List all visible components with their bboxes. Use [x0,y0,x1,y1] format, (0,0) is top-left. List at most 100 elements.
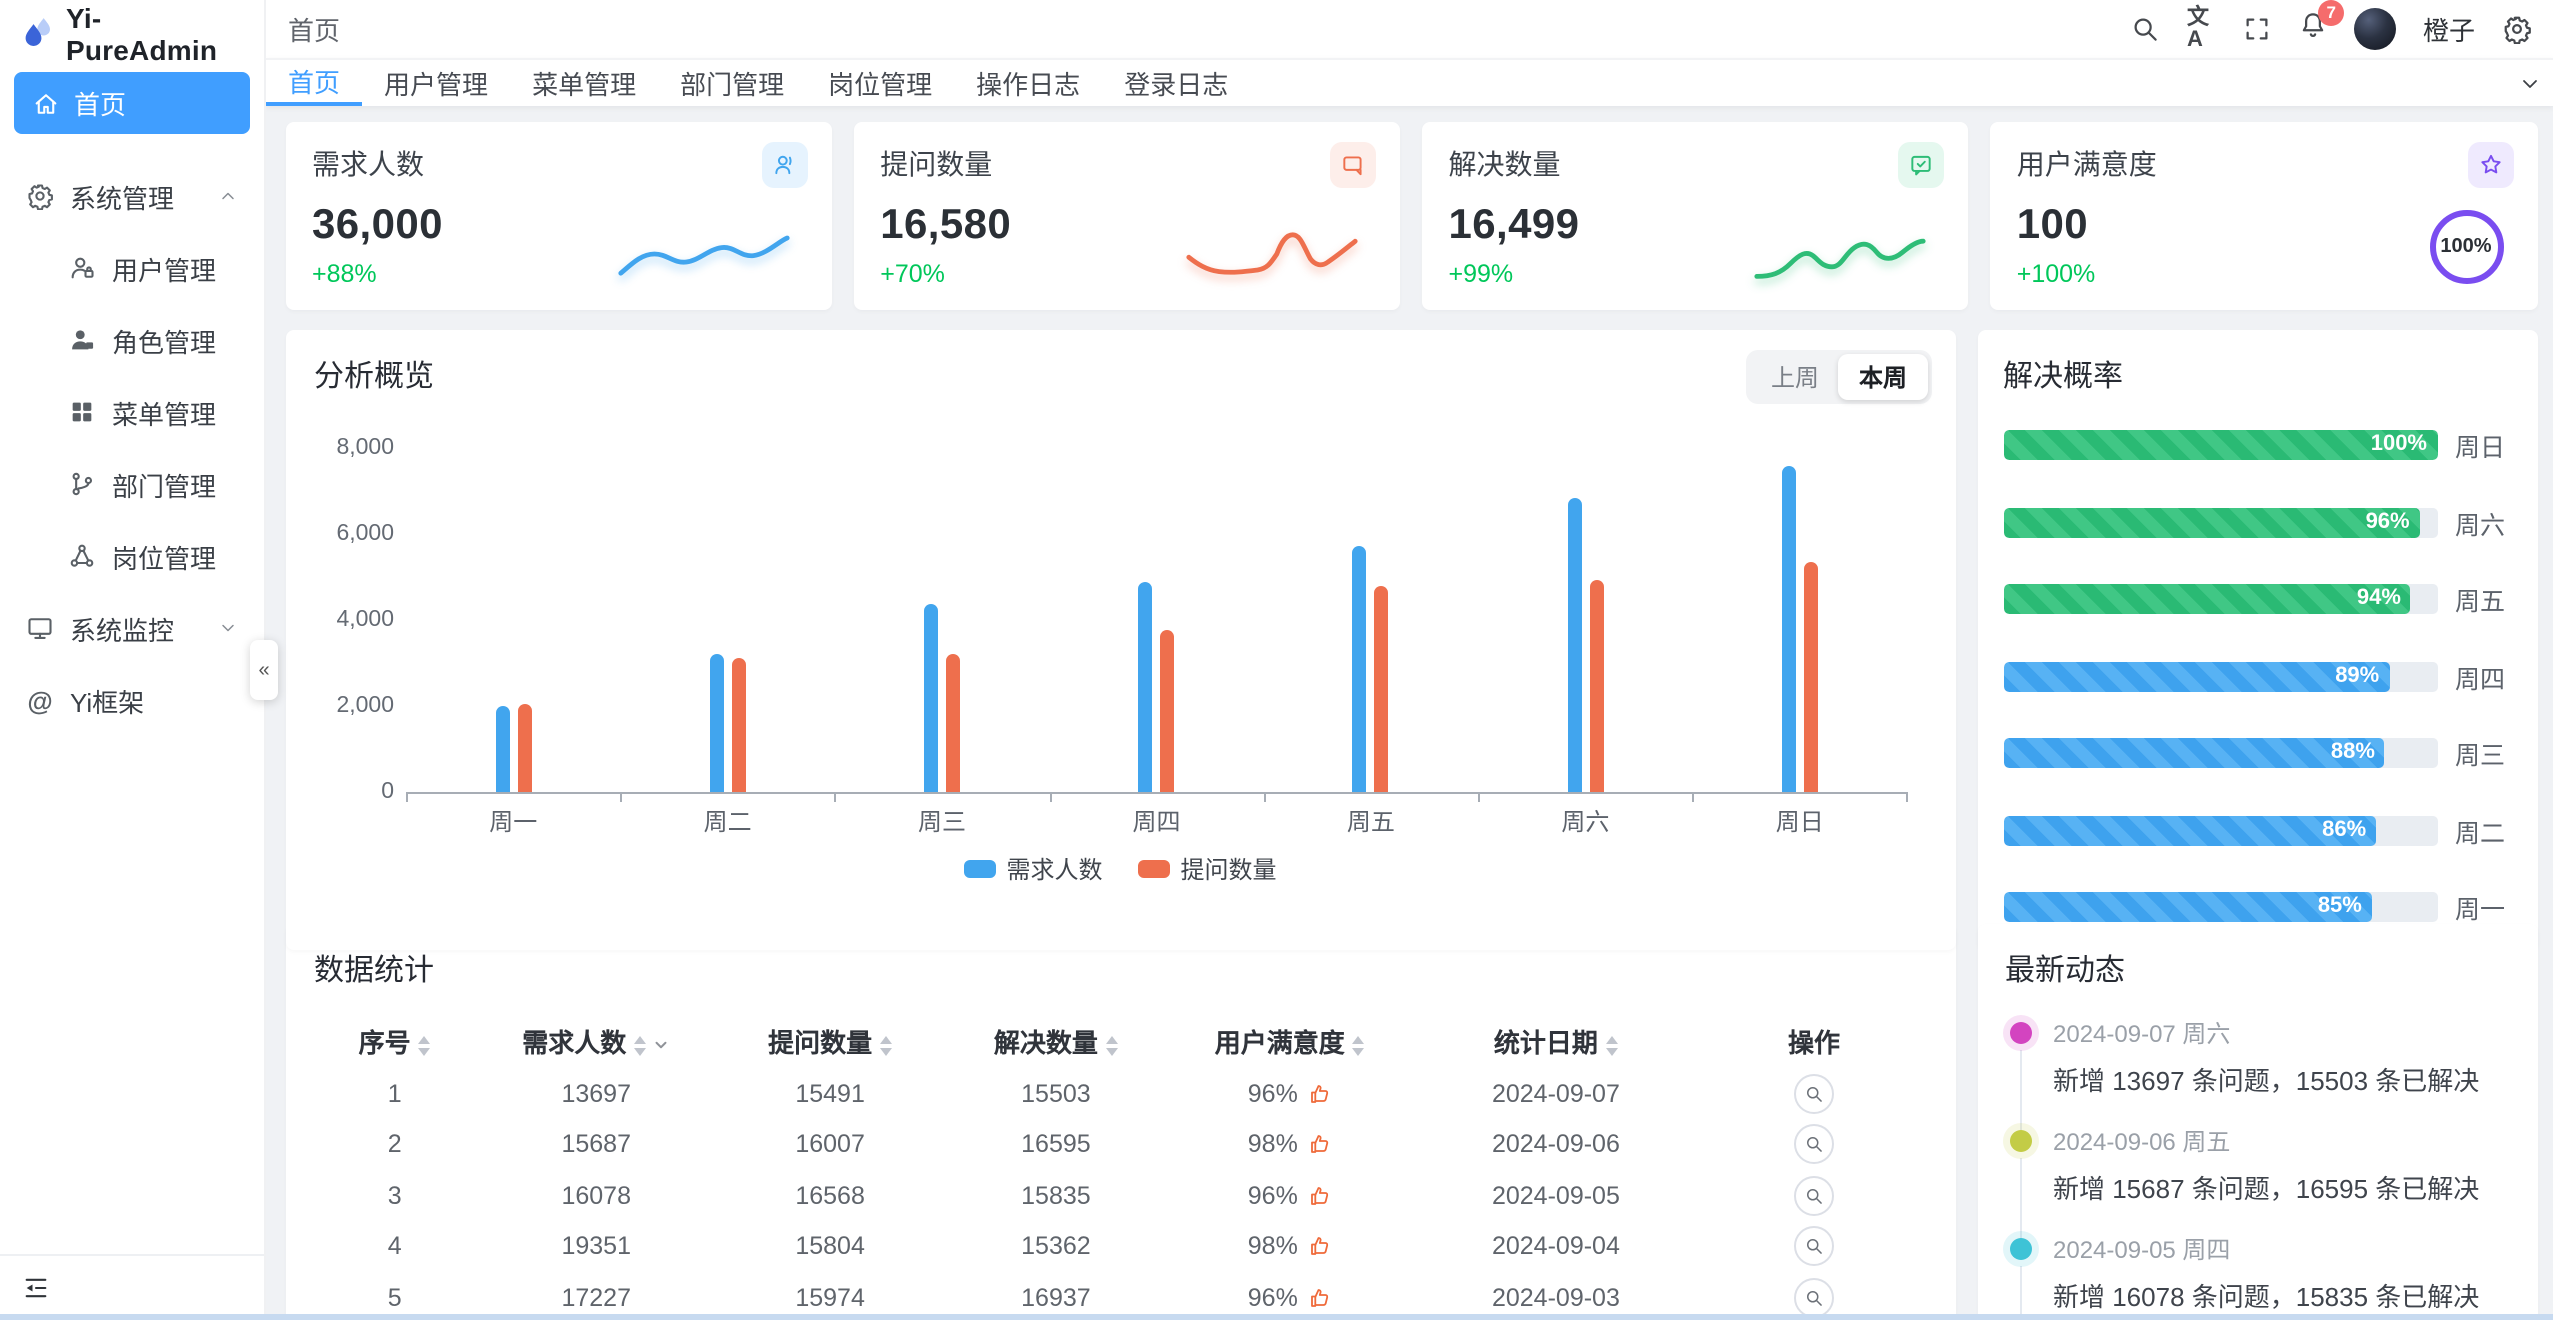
collapse-sidebar-icon[interactable] [22,1274,50,1302]
column-header-label: 用户满意度 [1214,1028,1345,1058]
table-row: 3 16078 16568 15835 96% 2024-09-05 [314,1170,1927,1221]
progress-track: 94% [2003,584,2437,614]
app-logo[interactable]: Yi-PureAdmin [0,1,264,65]
solve-rate-row: 88% 周三 [2003,734,2511,772]
column-header-需求人数[interactable]: 需求人数 [475,1014,717,1068]
tab-用户管理[interactable]: 用户管理 [384,70,489,100]
legend-item-需求人数[interactable]: 需求人数 [964,852,1103,886]
fullscreen-icon[interactable] [2243,14,2273,44]
notifications[interactable]: 7 [2299,0,2345,49]
satisfaction-ring: 100% [2429,210,2503,284]
legend-item-提问数量[interactable]: 提问数量 [1138,852,1277,886]
data-table: 序号 需求人数 提问数量 解决数量 用户满意度 统计日期 操作 1 13697 15491 155… [314,1014,1927,1320]
page-content: 需求人数 36,000 +88% 提问数量 16,580 +70% 解决数量 [266,106,2553,1320]
tab-操作日志[interactable]: 操作日志 [976,70,1081,100]
bar-chart-x-labels: 周一 周二 周三 周四 周五 周六 周日 [406,804,1907,836]
progress-fill: 86% [2003,815,2377,845]
sidebar-item-岗位管理[interactable]: 岗位管理 [14,520,250,592]
sidebar-collapse-handle[interactable]: « [250,640,278,700]
tabs-more-icon[interactable] [2517,71,2541,95]
sidebar-menu: 首页 系统管理 用户管理 角色管理 菜单管理 部门管理 岗位管理 系统监控 @ Yi框架 [0,60,264,1254]
column-header-解决数量[interactable]: 解决数量 [943,1014,1169,1068]
magnifier-icon [1804,1186,1824,1206]
view-detail-button[interactable] [1794,1073,1835,1114]
table-cell: 4 [387,1232,402,1261]
username[interactable]: 橙子 [2422,16,2475,46]
breadcrumb[interactable]: 首页 [288,16,341,46]
column-header-序号[interactable]: 序号 [314,1014,475,1068]
column-header-提问数量[interactable]: 提问数量 [717,1014,943,1068]
sidebar-item-部门管理[interactable]: 部门管理 [14,448,250,520]
bar-提问数量 [517,703,532,792]
view-detail-button[interactable] [1794,1124,1835,1165]
timeline-dot [2009,1238,2031,1260]
this-week-button[interactable]: 本周 [1838,354,1927,400]
settings-gear-icon[interactable] [2501,14,2531,44]
stat-cards-row: 需求人数 36,000 +88% 提问数量 16,580 +70% 解决数量 [286,122,2537,310]
column-header-用户满意度[interactable]: 用户满意度 [1169,1014,1411,1068]
horizontal-scrollbar[interactable] [0,1313,2553,1320]
legend-label: 提问数量 [1180,856,1277,884]
filter-chevron-icon[interactable] [652,1036,670,1054]
table-row: 4 19351 15804 15362 98% 2024-09-04 [314,1221,1927,1272]
sidebar-item-角色管理[interactable]: 角色管理 [14,304,250,376]
search-icon[interactable] [2131,14,2161,44]
tabs-bar: 首页 用户管理 菜单管理 部门管理 岗位管理 操作日志 登录日志 [266,58,2553,106]
sort-caret-icon[interactable] [418,1035,431,1056]
timeline-item: 2024-09-06 周五 新增 15687 条问题，16595 条已解决 [2005,1124,2509,1240]
sidebar-item-用户管理[interactable]: 用户管理 [14,232,250,304]
sidebar-item-label: 系统监控 [70,615,175,645]
tab-部门管理[interactable]: 部门管理 [680,70,785,100]
sidebar-item-home[interactable]: 首页 [14,72,250,134]
table-cell: 19351 [561,1232,631,1261]
stat-card-value: 16,499 [1448,202,1580,248]
sort-caret-icon[interactable] [634,1035,647,1056]
table-cell: 16568 [795,1181,865,1210]
view-detail-button[interactable] [1794,1226,1835,1267]
axis-tick [1478,794,1481,802]
chart-legend: 需求人数 提问数量 [314,852,1927,886]
table-cell: 15835 [1021,1181,1091,1210]
chevron-down-icon [218,618,238,638]
tab-菜单管理[interactable]: 菜单管理 [532,70,637,100]
stat-card-questions: 提问数量 16,580 +70% [854,122,1401,310]
thumb-icon [1308,1235,1332,1259]
y-axis-label: 6,000 [336,522,394,546]
view-detail-button[interactable] [1794,1277,1835,1318]
tab-首页[interactable]: 首页 [266,60,363,106]
stat-card-value: 100 [2016,202,2089,248]
notification-badge: 7 [2317,0,2345,26]
sidebar-item-label: 首页 [74,90,127,120]
stat-card-satisfaction: 用户满意度 100 +100% 100% [1990,122,2537,310]
header-actions: 文A 7 橙子 [2131,0,2531,51]
sidebar-item-菜单管理[interactable]: 菜单管理 [14,376,250,448]
user-icon [68,254,96,282]
sidebar-item-yi-framework[interactable]: @ Yi框架 [14,664,250,736]
stat-card-title: 提问数量 [880,148,993,180]
satisfaction-cell: 96% [1169,1272,1411,1320]
top-header: 首页 文A 7 橙子 [266,0,2553,58]
column-header-统计日期[interactable]: 统计日期 [1411,1014,1701,1068]
view-detail-button[interactable] [1794,1175,1835,1216]
date-cell: 2024-09-05 [1491,1181,1620,1210]
panel-title: 解决概率 [2003,360,2124,394]
stat-card-title: 用户满意度 [2016,148,2157,180]
table-cell: 16595 [1021,1130,1091,1159]
sidebar-item-system-monitor[interactable]: 系统监控 [14,592,250,664]
translate-icon[interactable]: 文A [2186,5,2209,51]
timeline-dot [2009,1022,2031,1044]
sidebar-item-system-management[interactable]: 系统管理 [14,160,250,232]
last-week-button[interactable]: 上周 [1751,354,1839,400]
sort-caret-icon[interactable] [1352,1035,1365,1056]
table-cell: 5 [387,1283,402,1312]
avatar[interactable] [2354,8,2397,50]
sort-caret-icon[interactable] [880,1035,893,1056]
x-axis-label: 周二 [703,808,752,836]
tab-登录日志[interactable]: 登录日志 [1124,70,1229,100]
bar-group-周二 [620,450,834,792]
home-icon [32,89,60,117]
sort-caret-icon[interactable] [1605,1035,1618,1056]
tab-岗位管理[interactable]: 岗位管理 [828,70,933,100]
sort-caret-icon[interactable] [1105,1035,1118,1056]
timeline-dot [2009,1130,2031,1152]
